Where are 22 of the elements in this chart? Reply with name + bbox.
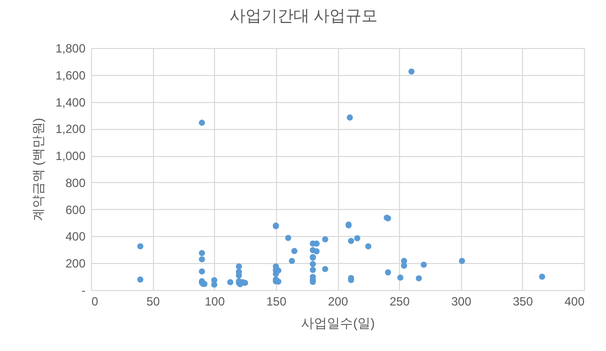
x-tick-label: 100 [204, 294, 226, 308]
y-axis-title: 계약금액 (백만원) [30, 118, 46, 222]
x-tick-label: 350 [512, 294, 534, 308]
y-tick-label: 200 [65, 256, 86, 271]
x-tick-label: 50 [146, 294, 160, 308]
x-tick-label: 300 [451, 294, 472, 308]
x-tick-label: 0 [92, 294, 98, 308]
x-tick-label: 150 [266, 294, 287, 308]
y-tick-label: 1,000 [55, 149, 86, 164]
y-tick-label: 1,600 [55, 68, 86, 82]
y-tick-label: 800 [65, 176, 86, 190]
y-tick-label: - [82, 284, 86, 298]
x-tick-label: 400 [564, 294, 585, 308]
y-tick-label: 600 [65, 202, 86, 217]
chart-title: 사업기간대 사업규모 [229, 8, 378, 25]
y-tick-label: 1,800 [55, 42, 86, 56]
y-tick-label: 1,200 [55, 122, 86, 136]
x-tick-label: 250 [390, 294, 410, 308]
x-axis-title: 사업일수(일) [301, 316, 375, 330]
y-tick-label: 400 [65, 230, 86, 244]
y-tick-label: 1,400 [55, 95, 86, 110]
x-tick-label: 200 [328, 294, 348, 308]
